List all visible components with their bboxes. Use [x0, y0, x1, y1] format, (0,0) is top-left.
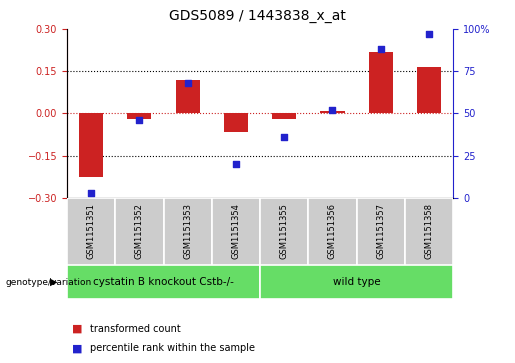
Bar: [308, 198, 356, 265]
Bar: [260, 265, 453, 299]
Text: GSM1151358: GSM1151358: [424, 203, 434, 260]
Point: [87, 190, 95, 196]
Point: [135, 117, 144, 123]
Point: [280, 134, 288, 140]
Text: cystatin B knockout Cstb-/-: cystatin B knockout Cstb-/-: [93, 277, 234, 287]
Bar: [320, 111, 345, 113]
Bar: [224, 113, 248, 132]
Bar: [417, 67, 441, 113]
Point: [425, 31, 433, 37]
Bar: [176, 79, 200, 113]
Point: [376, 46, 385, 52]
Point: [183, 80, 192, 86]
Bar: [163, 198, 212, 265]
Text: ■: ■: [72, 323, 82, 334]
Text: GSM1151352: GSM1151352: [135, 204, 144, 259]
Bar: [127, 113, 151, 119]
Text: GSM1151356: GSM1151356: [328, 203, 337, 260]
Bar: [405, 198, 453, 265]
Bar: [356, 198, 405, 265]
Bar: [79, 113, 103, 177]
Text: GSM1151355: GSM1151355: [280, 204, 289, 259]
Text: wild type: wild type: [333, 277, 381, 287]
Text: ▶: ▶: [50, 277, 58, 287]
Text: ■: ■: [72, 343, 82, 354]
Text: GDS5089 / 1443838_x_at: GDS5089 / 1443838_x_at: [169, 9, 346, 23]
Point: [329, 107, 337, 113]
Bar: [369, 52, 393, 113]
Bar: [67, 198, 115, 265]
Bar: [115, 198, 163, 265]
Text: GSM1151353: GSM1151353: [183, 203, 192, 260]
Text: percentile rank within the sample: percentile rank within the sample: [90, 343, 255, 354]
Text: transformed count: transformed count: [90, 323, 181, 334]
Point: [232, 161, 240, 167]
Bar: [67, 265, 260, 299]
Text: genotype/variation: genotype/variation: [5, 278, 91, 287]
Text: GSM1151357: GSM1151357: [376, 203, 385, 260]
Bar: [272, 113, 296, 119]
Text: GSM1151354: GSM1151354: [231, 204, 241, 259]
Bar: [212, 198, 260, 265]
Bar: [260, 198, 308, 265]
Text: GSM1151351: GSM1151351: [87, 204, 96, 259]
